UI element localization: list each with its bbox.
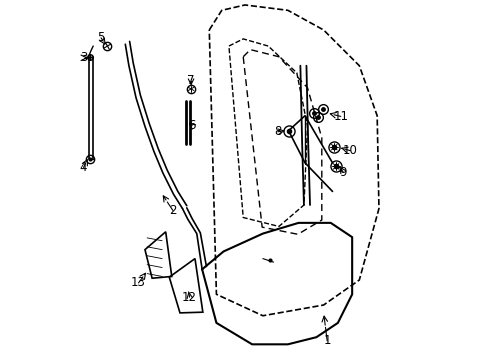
Text: 5: 5 [98,31,105,44]
Text: 4: 4 [80,161,87,174]
Text: 11: 11 [333,110,348,123]
Text: 13: 13 [131,276,146,289]
Text: 3: 3 [80,51,87,64]
Text: 8: 8 [274,125,282,138]
Text: 1: 1 [323,334,331,347]
Text: 12: 12 [182,291,197,304]
Text: 9: 9 [340,166,347,179]
Text: 6: 6 [188,119,196,132]
Text: 7: 7 [187,74,195,87]
Text: 2: 2 [169,204,176,217]
Text: 10: 10 [343,144,358,157]
